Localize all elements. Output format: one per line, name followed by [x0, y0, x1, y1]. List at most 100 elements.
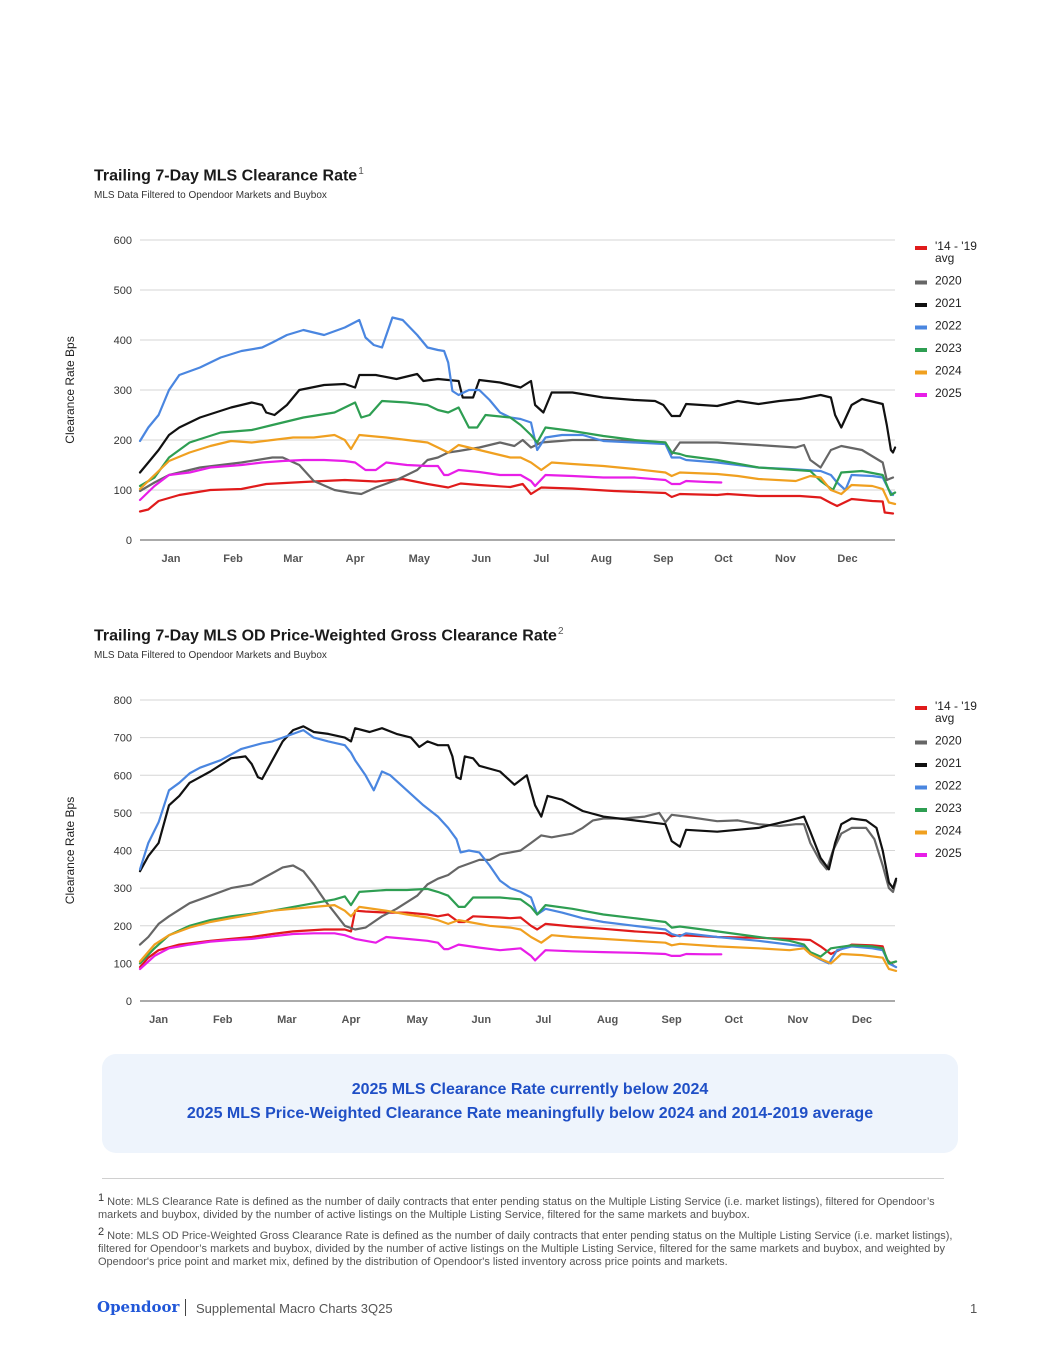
legend-label: 2023 [935, 341, 962, 355]
x-tick-label: Mar [283, 553, 303, 565]
x-tick-label: Jan [162, 553, 181, 565]
y-tick-label: 400 [114, 846, 132, 858]
legend-label: 2022 [935, 319, 962, 333]
x-tick-label: May [409, 553, 431, 565]
y-tick-label: 200 [114, 921, 132, 933]
legend-swatch [915, 706, 927, 710]
y-tick-label: 200 [114, 435, 132, 447]
legend-label: 2022 [935, 779, 962, 793]
series-line [138, 725, 898, 890]
x-tick-label: May [407, 1014, 429, 1026]
legend-label: avg [935, 251, 954, 265]
y-tick-label: 600 [114, 770, 132, 782]
legend-swatch [915, 808, 927, 812]
legend-swatch [915, 785, 927, 790]
legend-swatch [915, 280, 927, 285]
legend-swatch [915, 393, 927, 397]
y-tick-label: 0 [126, 535, 132, 547]
legend-label: 2021 [935, 756, 962, 770]
legend-swatch [915, 325, 927, 330]
series-line [138, 477, 895, 515]
legend-label: 2024 [935, 824, 962, 838]
chart-2: 0 100 200 300 400 500 600 700 800 Clearance Rate … [63, 695, 977, 1026]
footnote-2: 2 Note: MLS OD Price-Weighted Gross Clear… [98, 1226, 953, 1268]
footnote-1: 1 Note: MLS Clearance Rate is defined as … [98, 1192, 935, 1221]
y-axis-label: Clearance Rate Bps [63, 797, 77, 904]
y-tick-label: 100 [114, 958, 132, 970]
legend-label: 2020 [935, 734, 962, 748]
series-line [138, 433, 897, 506]
y-axis-label: Clearance Rate Bps [63, 336, 77, 443]
legend-label: 2025 [935, 846, 962, 860]
x-tick-label: Jan [149, 1014, 168, 1026]
legend-label: 2021 [935, 296, 962, 310]
y-tick-label: 300 [114, 883, 132, 895]
x-tick-label: Nov [787, 1014, 809, 1026]
x-tick-label: Jul [533, 553, 549, 565]
legend-swatch [915, 370, 927, 375]
x-tick-label: Oct [725, 1014, 744, 1026]
y-tick-label: 500 [114, 285, 132, 297]
y-tick-label: 500 [114, 808, 132, 820]
chart-1-subtitle: MLS Data Filtered to Opendoor Markets an… [94, 190, 327, 201]
y-tick-label: 300 [114, 385, 132, 397]
y-tick-label: 800 [114, 695, 132, 707]
legend-label: avg [935, 711, 954, 725]
x-tick-label: Sep [653, 553, 673, 565]
legend-swatch [915, 763, 927, 767]
legend-swatch [915, 830, 927, 835]
footer-separator [185, 1299, 186, 1316]
x-tick-label: Apr [346, 553, 366, 565]
x-tick-label: Dec [837, 553, 857, 565]
x-tick-label: Aug [591, 553, 612, 565]
x-tick-label: Apr [342, 1014, 362, 1026]
x-tick-label: Jul [535, 1014, 551, 1026]
legend-label: '14 - '19 [935, 239, 977, 253]
series-line [138, 904, 898, 972]
page-number: 1 [970, 1301, 978, 1316]
x-tick-label: Mar [277, 1014, 297, 1026]
legend-label: 2025 [935, 386, 962, 400]
chart-1: 0 100 200 300 400 500 600 Clearance Rate Bps Jan… [63, 235, 977, 565]
x-tick-label: Dec [852, 1014, 872, 1026]
y-tick-label: 400 [114, 335, 132, 347]
x-tick-label: Sep [662, 1014, 682, 1026]
series-line [138, 909, 895, 969]
y-tick-label: 600 [114, 235, 132, 247]
series-line [138, 399, 897, 497]
callout-line-2: 2025 MLS Price-Weighted Clearance Rate m… [186, 1105, 874, 1122]
chart-1-title: Trailing 7-Day MLS Clearance Rate1 [94, 166, 364, 185]
x-tick-label: Jun [472, 1014, 492, 1026]
opendoor-logo: Opendoor [97, 1298, 180, 1316]
legend-label: 2020 [935, 274, 962, 288]
legend-label: '14 - '19 [935, 699, 977, 713]
x-tick-label: Feb [213, 1014, 233, 1026]
legend-swatch [915, 853, 927, 857]
legend-swatch [915, 246, 927, 250]
chart-2-subtitle: MLS Data Filtered to Opendoor Markets an… [94, 650, 327, 661]
series-line [138, 932, 723, 971]
y-tick-label: 0 [126, 996, 132, 1008]
footer-text: Supplemental Macro Charts 3Q25 [196, 1301, 393, 1316]
series-line [138, 458, 723, 502]
y-tick-label: 700 [114, 733, 132, 745]
x-tick-label: Oct [714, 553, 733, 565]
x-tick-label: Feb [223, 553, 243, 565]
chart-2-title: Trailing 7-Day MLS OD Price-Weighted Gro… [94, 626, 564, 645]
x-tick-label: Jun [472, 553, 492, 565]
legend-swatch [915, 303, 927, 307]
series-line [138, 729, 898, 969]
x-tick-label: Nov [775, 553, 797, 565]
legend-label: 2024 [935, 364, 962, 378]
summary-callout: 2025 MLS Clearance Rate currently below … [102, 1054, 958, 1153]
series-line [138, 438, 895, 496]
callout-line-1: 2025 MLS Clearance Rate currently below … [351, 1081, 709, 1098]
footnote-divider [102, 1178, 944, 1179]
legend-swatch [915, 740, 927, 745]
legend-label: 2023 [935, 801, 962, 815]
series-line [138, 811, 898, 946]
series-line [138, 372, 897, 474]
legend-swatch [915, 348, 927, 352]
x-tick-label: Aug [597, 1014, 618, 1026]
y-tick-label: 100 [114, 485, 132, 497]
